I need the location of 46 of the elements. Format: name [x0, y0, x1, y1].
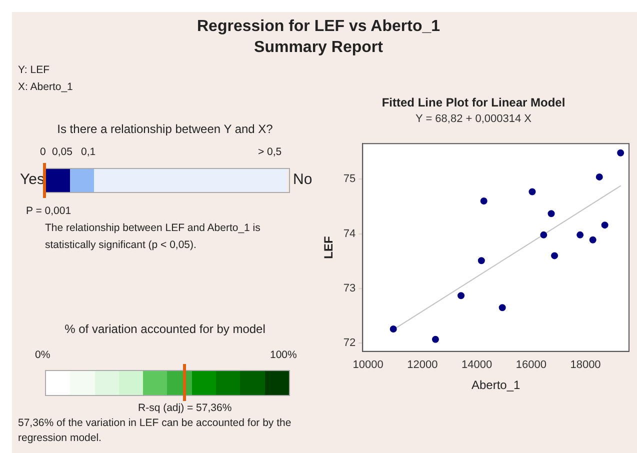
- x-tick-label: 12000: [407, 359, 438, 372]
- point: [528, 188, 536, 196]
- text: Summary Report: [253, 39, 384, 57]
- point: [478, 257, 485, 264]
- text: Yes: [20, 171, 44, 188]
- point: [458, 292, 465, 300]
- point: [601, 222, 608, 229]
- chart-subtitle: Y = 68,82 + 0,000314 X: [415, 113, 532, 126]
- point: [390, 325, 397, 332]
- text: % of variation accounted for by model: [64, 322, 266, 336]
- text: X: Aberto_1: [18, 81, 73, 93]
- text: No: [293, 171, 312, 188]
- text: P = 0,001: [26, 205, 72, 217]
- point: [576, 231, 584, 238]
- point: [480, 198, 488, 205]
- y-tick-label: 73: [343, 282, 356, 295]
- x-axis-title: Aberto_1: [471, 378, 520, 392]
- text: Is there a relationship between Y and X?: [56, 122, 274, 136]
- text: 0,1: [81, 146, 96, 158]
- text: 0%: [35, 349, 50, 361]
- text: Regression for LEF vs Aberto_1: [196, 18, 442, 36]
- point: [617, 149, 624, 156]
- point: [551, 252, 558, 260]
- text: 57,36% of the variation in LEF can be accounted for by the regression model.: [18, 416, 292, 446]
- text: R-sq (adj) = 57,36%: [138, 402, 232, 414]
- y-tick-label: 72: [343, 337, 356, 350]
- point: [589, 236, 596, 244]
- point: [540, 231, 548, 238]
- x-tick-label: 14000: [461, 359, 492, 372]
- text: 100%: [270, 349, 297, 361]
- text: The relationship between LEF and Aberto_1 is statistically significant (p < 0,05).: [45, 221, 262, 253]
- text: 0: [40, 146, 46, 158]
- y-axis-title: LEF: [322, 236, 336, 259]
- x-tick-label: 16000: [516, 359, 546, 372]
- point: [596, 173, 603, 180]
- point: [432, 336, 439, 343]
- text: > 0,5: [258, 146, 282, 158]
- y-tick-label: 74: [343, 228, 356, 240]
- y-tick-label: 75: [343, 173, 356, 186]
- text: Y: LEF: [18, 64, 50, 76]
- x-tick-label: 10000: [352, 359, 384, 372]
- chart-title: Fitted Line Plot for Linear Model: [382, 96, 566, 110]
- point: [548, 210, 555, 218]
- text: 0,05: [52, 146, 72, 158]
- point: [498, 304, 506, 312]
- x-tick-label: 18000: [570, 359, 601, 372]
